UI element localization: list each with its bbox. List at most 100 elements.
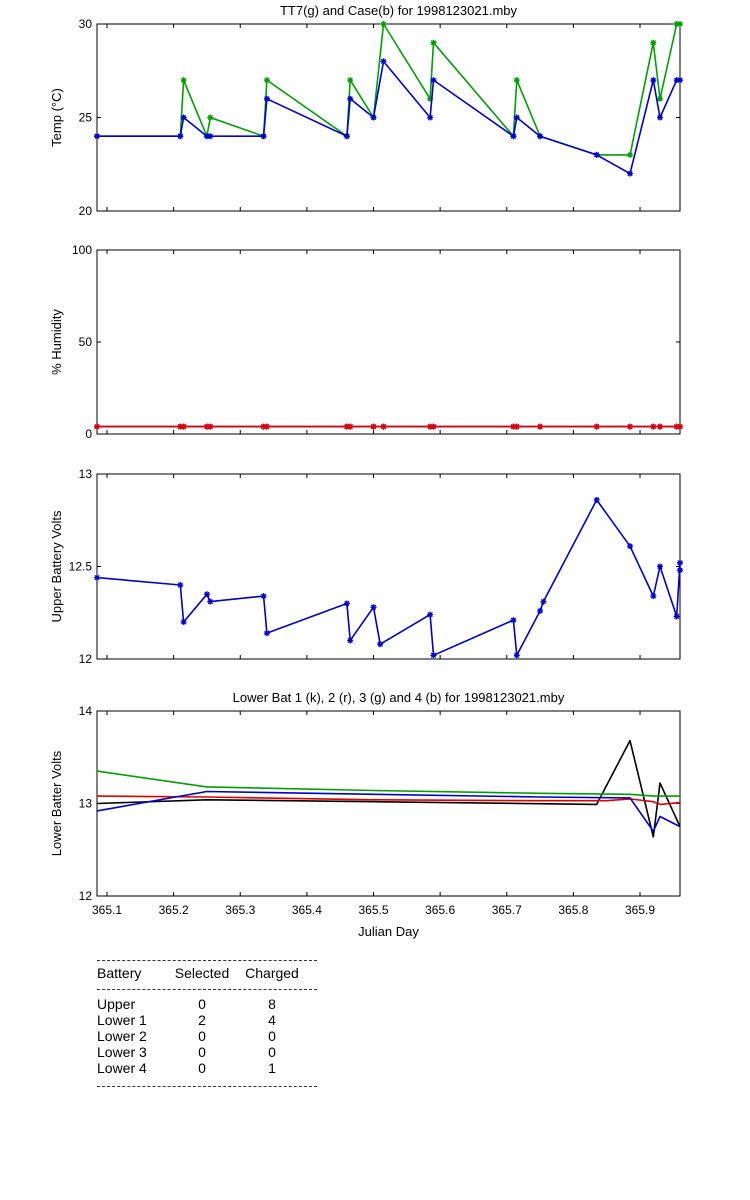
table-cell-selected: 0 <box>198 1044 206 1060</box>
panel4-ylabel: Lower Batter Volts <box>49 750 64 856</box>
panel3-series-1-point <box>513 652 520 659</box>
panel4-series-2-line <box>96 795 681 806</box>
panel1-series-2-point <box>347 95 354 102</box>
panel1-series-2-point <box>593 151 600 158</box>
panel3-series-1-point <box>650 593 657 600</box>
panel4-xlabel: Julian Day <box>358 924 419 939</box>
table-cell-battery: Lower 2 <box>97 1028 147 1044</box>
panel2-series-2-point <box>207 423 214 430</box>
table-header-rule <box>97 989 317 990</box>
panel2-series-2-point <box>650 423 657 430</box>
panel1-ylabel: Temp (°C) <box>49 88 64 147</box>
panel1-series-2-point <box>94 133 100 140</box>
table-header-selected: Selected <box>174 965 230 981</box>
panel3-series-1-point <box>377 641 384 648</box>
panel4-xtick-label: 365.3 <box>225 903 255 917</box>
panel3-series-1-point <box>673 613 680 620</box>
panel2-series-2-point <box>593 423 600 430</box>
table-header-row: Battery Selected Charged <box>97 965 317 981</box>
panel3-series-1-point <box>370 604 377 611</box>
panel3-series-1-point <box>177 582 184 588</box>
panel3-series-1-point <box>657 563 664 570</box>
table-cell-battery: Lower 1 <box>97 1012 147 1028</box>
panel3-series-1-point <box>427 611 434 618</box>
panel4-xtick-label: 365.1 <box>92 903 122 917</box>
panel3-series-1-point <box>537 607 544 614</box>
table-row: Lower 3 0 0 <box>97 1044 317 1060</box>
panel4-ytick-label: 14 <box>79 704 93 718</box>
panel3-series-1-point <box>593 496 600 503</box>
panel2-series-2-point <box>94 423 100 430</box>
panel2-ytick-label: 100 <box>72 243 92 257</box>
panel3-series-1-point <box>260 593 267 600</box>
panel2-series-2-point <box>427 423 434 430</box>
panel1-series-1-point <box>263 77 270 84</box>
panel3-series-1-point <box>94 574 100 581</box>
panel4-frame <box>96 710 681 897</box>
panel3-series-1-point <box>510 617 517 624</box>
table-cell-charged: 0 <box>268 1044 276 1060</box>
panel1-series-2-point <box>343 133 350 140</box>
panel1-series-1-point <box>627 151 634 158</box>
panel4-ytick-label: 12 <box>79 889 93 903</box>
panel1-series-1-point <box>380 21 387 27</box>
table-cell-selected: 0 <box>198 1060 206 1076</box>
panel3-series-1-point <box>540 598 547 605</box>
panel2-series-2-point <box>203 423 210 430</box>
panel1-series-2-point <box>177 133 184 140</box>
panel3-series-1-point <box>627 543 634 550</box>
panel1-ytick-label: 30 <box>79 17 93 31</box>
panel1-series-1-line <box>97 23 680 156</box>
panel3-series-1-point <box>430 652 437 659</box>
panel2-series-2-point <box>677 423 683 430</box>
panel2-series-2-point <box>347 423 354 430</box>
table-header-battery: Battery <box>97 965 142 981</box>
panel1-series-2-point <box>430 77 437 84</box>
panel4-series-1-line <box>96 739 681 838</box>
panel4-xtick-label: 365.9 <box>625 903 655 917</box>
table-row: Lower 2 0 0 <box>97 1028 317 1044</box>
panel2-series-2-point <box>657 423 664 430</box>
table-cell-charged: 4 <box>268 1012 276 1028</box>
panel1-series-2-point <box>203 133 210 140</box>
panel3-series-1-point <box>677 567 683 574</box>
table-cell-selected: 0 <box>198 1028 206 1044</box>
panel1-series-1-point <box>657 95 664 102</box>
panel4-series-4-line <box>96 790 681 833</box>
panel2-series-2-point <box>513 423 520 430</box>
panel4-title: Lower Bat 1 (k), 2 (r), 3 (g) and 4 (b) … <box>233 690 565 705</box>
panel1-series-1-point <box>347 77 354 84</box>
panel2-ylabel: % Humidity <box>49 309 64 375</box>
table-row: Upper 0 8 <box>97 996 317 1012</box>
table-bottom-rule <box>97 1086 317 1087</box>
panel1-series-1-point <box>430 39 437 46</box>
panel3-ytick-label: 12.5 <box>69 560 93 574</box>
panel1-series-2-point <box>180 114 187 121</box>
panel2-series-2-point <box>177 423 184 430</box>
panel4-xtick-label: 365.4 <box>292 903 322 917</box>
panel2-series-2-point <box>180 423 187 430</box>
table-cell-selected: 2 <box>198 1012 206 1028</box>
panel1-series-1-point <box>673 21 680 27</box>
panel3-series-1-point <box>207 598 214 605</box>
panel1-series-2-point <box>650 77 657 84</box>
panel2-series-2-point <box>537 423 544 430</box>
table-cell-charged: 8 <box>268 996 276 1012</box>
table-cell-charged: 0 <box>268 1028 276 1044</box>
panel2-series-2-point <box>260 423 267 430</box>
panel1-series-2-point <box>657 114 664 121</box>
panel2-series-2-point <box>673 423 680 430</box>
panel4-ytick-label: 13 <box>79 797 93 811</box>
panel4-xtick-label: 365.8 <box>558 903 588 917</box>
panel3-series-1-point <box>347 637 354 644</box>
panel3-series-1-line <box>96 499 681 657</box>
panel1-series-1-point <box>513 77 520 84</box>
panel2-series-2-point <box>343 423 350 430</box>
panel2-series-2-point <box>430 423 437 430</box>
panel1-series-2-point <box>380 58 387 65</box>
panel1-series-2-point <box>673 77 680 84</box>
panel4-xtick-label: 365.5 <box>358 903 388 917</box>
panel3-ytick-label: 12 <box>79 652 93 666</box>
panel1-series-2-point <box>260 133 267 140</box>
table-cell-battery: Upper <box>97 996 136 1012</box>
